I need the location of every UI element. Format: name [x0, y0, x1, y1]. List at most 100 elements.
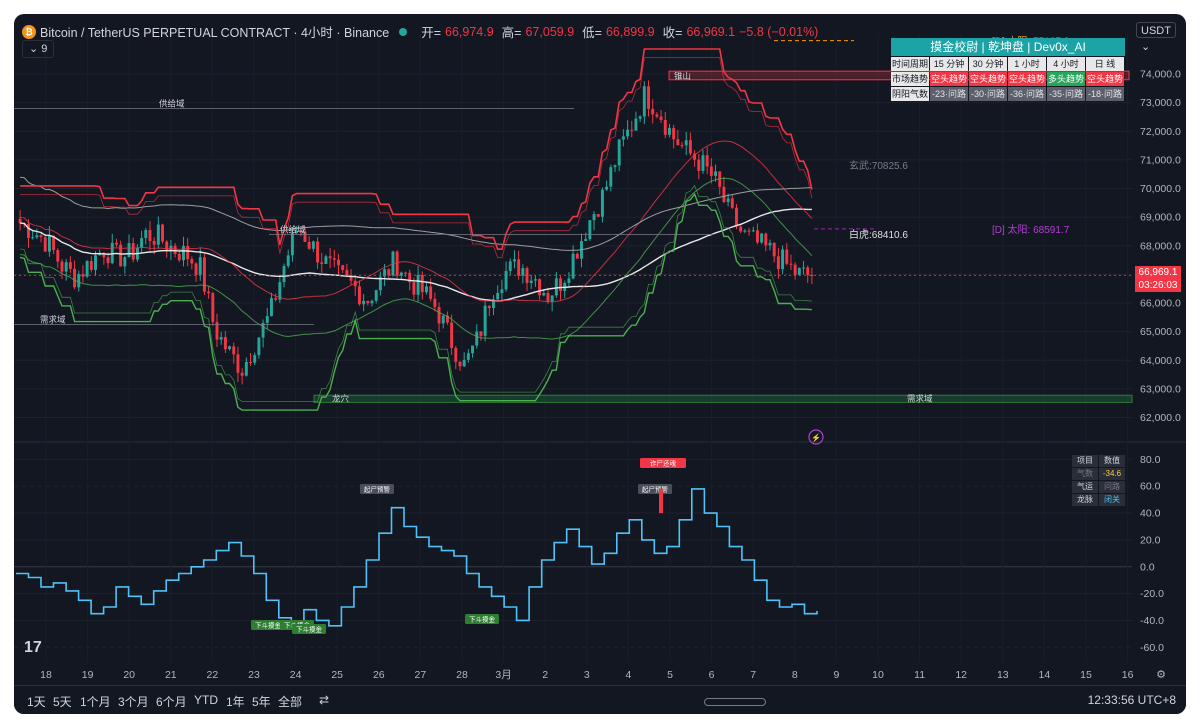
table-cell: 空头趋势 [930, 72, 968, 86]
xiadou-tag-text: 下斗摸金 [296, 625, 323, 634]
candle-body [127, 243, 131, 258]
candle-body [387, 269, 391, 276]
candle-body [655, 114, 659, 117]
time-axis-tick: 3 [584, 669, 590, 681]
zhazhi-tag-bg [640, 458, 686, 468]
clock-timezone[interactable]: 12:33:56 UTC+8 [1087, 693, 1176, 707]
candle [123, 255, 127, 274]
table-cell: 空头趋势 [1008, 72, 1046, 86]
candle [366, 300, 370, 306]
range-1y[interactable]: 1年 [226, 695, 245, 709]
supply-zone-label: 供给域 [280, 224, 306, 234]
range-3m[interactable]: 3个月 [118, 695, 149, 709]
time-axis-tick: 3月 [495, 669, 511, 681]
candle [693, 150, 697, 167]
candle-body [286, 255, 290, 266]
candle-body [743, 230, 747, 232]
candle-body [366, 300, 370, 304]
candle-body [693, 153, 697, 160]
osc-axis-tick: 0.0 [1140, 561, 1155, 573]
candle [332, 249, 336, 268]
candle-body [609, 167, 613, 187]
low-value: 66,899.9 [605, 24, 655, 39]
candle-body [357, 286, 361, 305]
candle [416, 266, 420, 302]
candle-body [404, 272, 407, 274]
date-range-icon[interactable]: ⇄ [319, 693, 330, 707]
range-all[interactable]: 全部 [278, 695, 303, 709]
range-5y[interactable]: 5年 [252, 695, 271, 709]
candle [140, 230, 144, 253]
candle [274, 293, 278, 302]
candle [290, 227, 294, 262]
candle [47, 226, 51, 257]
tradingview-logo[interactable]: 17 [24, 639, 42, 656]
range-ytd[interactable]: YTD [194, 693, 218, 707]
osc-axis-tick: -20.0 [1140, 588, 1164, 600]
candle [785, 243, 789, 266]
candle [395, 250, 399, 279]
candle [676, 129, 680, 146]
currency-select[interactable]: USDT ⌄ [1136, 22, 1176, 53]
zhazhi-marker [659, 488, 663, 514]
price-axis-tick: 65,000.0 [1140, 326, 1181, 338]
candle-body [274, 298, 278, 300]
xiadou-tag: 下斗摸金 [465, 614, 499, 624]
range-1d[interactable]: 1天 [27, 695, 46, 709]
time-axis-tick: 7 [750, 669, 756, 681]
candle-body [269, 298, 273, 317]
candle [433, 292, 437, 312]
candle-body [735, 207, 738, 227]
candle [529, 274, 533, 289]
candle [148, 221, 152, 251]
candle [630, 120, 634, 138]
candle [751, 226, 755, 233]
candle [450, 314, 454, 355]
candle [655, 112, 659, 119]
candle [324, 254, 328, 265]
candle-body [219, 337, 223, 340]
range-6m[interactable]: 6个月 [156, 695, 187, 709]
candle [659, 109, 663, 123]
candle-body [747, 230, 751, 232]
baihu-label: 白虎:68410.6 [849, 228, 908, 241]
candle [307, 235, 311, 250]
candle [244, 357, 248, 377]
indicator-count: 9 [41, 43, 48, 55]
candle [647, 80, 650, 117]
time-axis-tick: 5 [667, 669, 673, 681]
candle-body [265, 316, 269, 323]
candle-body [785, 249, 789, 264]
symbol-title[interactable]: Bitcoin / TetherUS PERPETUAL CONTRACT · … [40, 26, 390, 40]
time-axis-tick: 26 [373, 669, 385, 681]
candle [688, 132, 692, 156]
candle [701, 149, 705, 174]
candle-body [257, 337, 261, 356]
candle-body [420, 274, 424, 293]
candle-body [487, 305, 491, 309]
price-axis-tick: 62,000.0 [1140, 412, 1181, 424]
chart-canvas[interactable]: 62,000.0 63,000.0 64,000.0 65,000.0 66,000.0… [14, 14, 1186, 714]
candle-body [320, 262, 324, 264]
candle [571, 245, 575, 280]
candle-body [202, 257, 206, 292]
candle-body [77, 274, 81, 288]
range-5d[interactable]: 5天 [53, 695, 72, 709]
indicators-toggle[interactable]: ⌄ 9 [22, 40, 55, 58]
candle-body [232, 346, 236, 355]
candle-body [626, 129, 630, 137]
candle-body [215, 321, 219, 340]
candle-body [324, 256, 328, 264]
candle [60, 259, 64, 279]
price-axis-tick: 73,000.0 [1140, 97, 1181, 109]
candle-body [337, 259, 340, 266]
scroll-handle[interactable] [704, 698, 766, 706]
candle-body [152, 240, 156, 245]
xiadou-tag-bg [251, 620, 285, 630]
qishi-tag-text: 起尸预警 [642, 485, 669, 494]
range-1m[interactable]: 1个月 [80, 695, 111, 709]
candle [605, 180, 609, 191]
candle-body [508, 261, 512, 271]
candle-body [709, 166, 713, 176]
oscillator-table: 项目 数值 气数 -34.6 气运 问路 龙脉 闭关 [1072, 454, 1126, 506]
